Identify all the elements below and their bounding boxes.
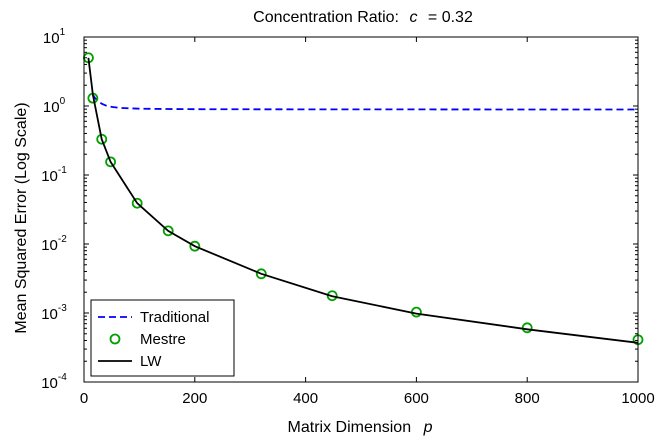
x-tick-label: 0 [80,390,88,407]
legend-label-lw: LW [140,353,162,370]
y-tick-label: 10-1 [41,165,67,185]
legend-label-mestre: Mestre [140,331,186,348]
data-point-mestre [521,322,533,334]
series-line-traditional [92,94,638,111]
series-line-lw [87,57,639,344]
y-axis-ticks: 10-4 10-3 10-2 10-1 100 101 [41,27,638,392]
legend-box [90,299,235,377]
x-tick-label: 800 [515,390,540,407]
x-axis-label-symbol: p [423,419,433,436]
y-tick-label: 100 [43,96,66,116]
chart-title-text: Concentration Ratio: [253,9,399,26]
legend-label-traditional: Traditional [140,309,209,326]
data-point-mestre [162,225,174,237]
legend: Traditional Mestre LW [90,299,235,377]
x-tick-label: 200 [182,390,207,407]
legend-swatch-mestre [109,333,121,345]
y-tick-label: 10-2 [41,234,67,254]
y-tick-label: 101 [43,27,66,47]
plot-series [83,52,644,346]
y-axis-label: Mean Squared Error (Log Scale) [13,102,30,333]
chart-title: Concentration Ratio: c = 0.32 [253,9,473,26]
data-point-mestre [255,268,267,280]
data-point-mestre [131,197,143,209]
x-axis-label-text: Matrix Dimension [288,419,412,436]
x-tick-label: 400 [293,390,318,407]
data-point-mestre [326,290,338,302]
x-axis-label: Matrix Dimension p [288,419,433,436]
x-tick-label: 600 [404,390,429,407]
x-axis-ticks: 0 200 400 600 800 1000 [80,37,655,407]
y-tick-label: 10-4 [41,372,67,392]
y-tick-label: 10-3 [41,303,67,323]
chart-title-value: = 0.32 [428,9,473,26]
plot-frame [83,36,639,383]
chart-title-symbol: c [409,9,417,26]
x-tick-label: 1000 [621,390,654,407]
data-point-mestre [189,240,201,252]
data-point-mestre [105,156,116,168]
